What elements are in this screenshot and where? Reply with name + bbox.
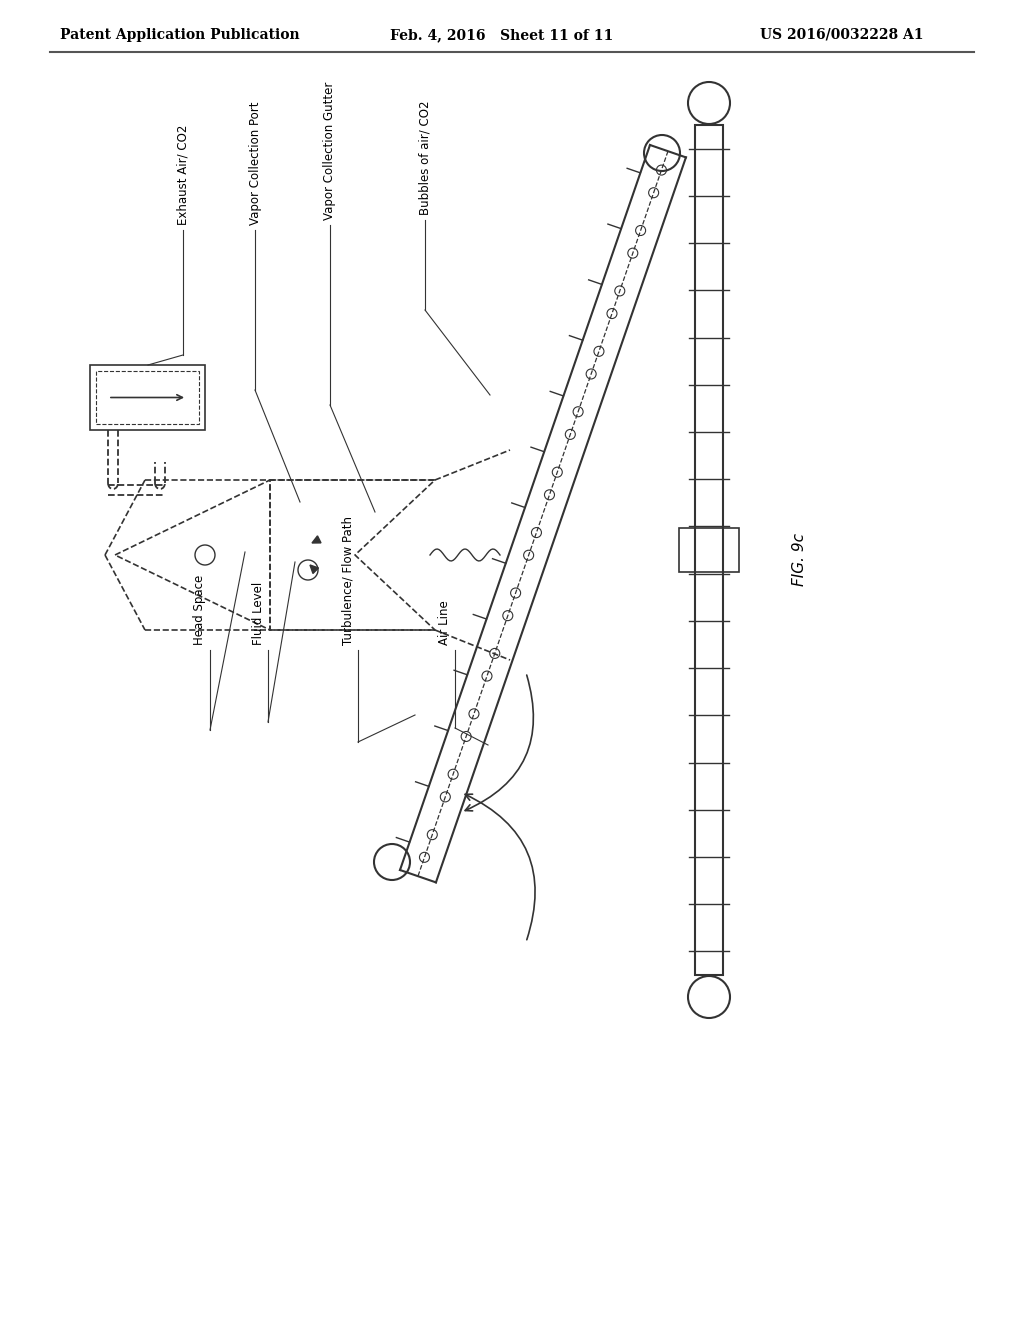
Bar [90, 366, 205, 430]
Polygon shape [310, 565, 318, 573]
FancyArrowPatch shape [465, 675, 534, 810]
Bar [679, 528, 739, 572]
Text: FIG. 9c: FIG. 9c [793, 533, 808, 586]
Bar [695, 125, 723, 975]
Text: Vapor Collection Gutter: Vapor Collection Gutter [324, 82, 337, 220]
Text: Air Line: Air Line [438, 601, 452, 645]
Bar [96, 371, 199, 424]
Text: Exhaust Air/ CO2: Exhaust Air/ CO2 [176, 124, 189, 224]
Polygon shape [312, 536, 321, 543]
Text: Bubbles of air/ CO2: Bubbles of air/ CO2 [419, 100, 431, 215]
Text: Feb. 4, 2016   Sheet 11 of 11: Feb. 4, 2016 Sheet 11 of 11 [390, 28, 613, 42]
Text: Head Space: Head Space [194, 574, 207, 645]
Text: Turbulence/ Flow Path: Turbulence/ Flow Path [341, 516, 354, 645]
Text: Fluid Level: Fluid Level [252, 582, 264, 645]
Text: US 2016/0032228 A1: US 2016/0032228 A1 [760, 28, 924, 42]
FancyArrowPatch shape [465, 795, 536, 940]
Text: Vapor Collection Port: Vapor Collection Port [249, 102, 261, 224]
Text: Patent Application Publication: Patent Application Publication [60, 28, 300, 42]
